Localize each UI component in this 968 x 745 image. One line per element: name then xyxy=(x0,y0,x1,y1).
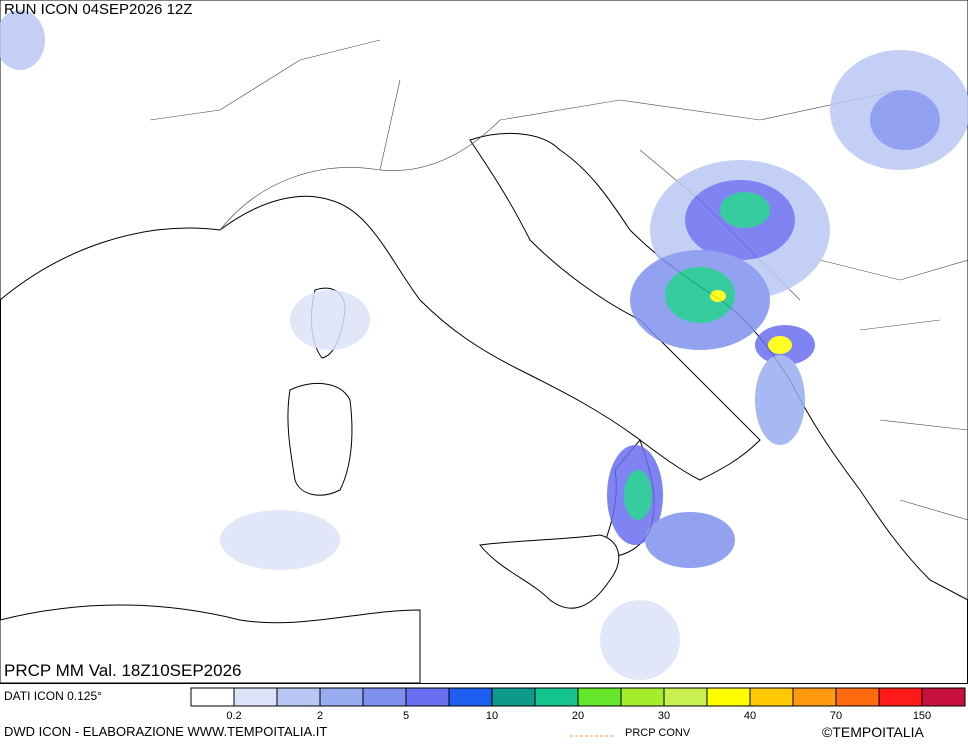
legend-label: 2 xyxy=(317,710,323,722)
legend-swatch xyxy=(792,687,837,707)
precipitation xyxy=(0,10,968,680)
sicily xyxy=(479,534,620,609)
legend-label: 70 xyxy=(830,710,842,722)
legend-swatch xyxy=(663,687,708,707)
legend-swatch xyxy=(878,687,923,707)
legend-swatch xyxy=(921,687,966,707)
legend-label: 20 xyxy=(572,710,584,722)
model-label: DATI ICON 0.125° xyxy=(4,689,102,703)
legend-swatch xyxy=(276,687,321,707)
legend-label: 0.2 xyxy=(226,710,241,722)
legend-label: 150 xyxy=(913,710,931,722)
legend-swatch xyxy=(190,687,235,707)
legend-swatch xyxy=(491,687,536,707)
brand: ©TEMPOITALIA xyxy=(822,724,925,740)
color-legend: 0.2 2 5 10 20 30 40 70 150 xyxy=(190,687,966,722)
legend-swatch xyxy=(534,687,579,707)
map-label: PRCP MM Val. 18Z10SEP2026 xyxy=(4,661,242,680)
legend-swatch xyxy=(448,687,493,707)
legend-swatch xyxy=(577,687,622,707)
legend-label: 10 xyxy=(486,710,498,722)
legend-swatch xyxy=(233,687,278,707)
legend-swatch xyxy=(706,687,751,707)
legend-swatch xyxy=(362,687,407,707)
legend-label: 30 xyxy=(658,710,670,722)
legend-swatch xyxy=(319,687,364,707)
conv-label: PRCP CONV xyxy=(625,727,691,739)
legend-swatch xyxy=(749,687,794,707)
run-label: RUN ICON 04SEP2026 12Z xyxy=(4,1,192,18)
credit: DWD ICON - ELABORAZIONE WWW.TEMPOITALIA.… xyxy=(4,724,327,739)
land xyxy=(0,0,968,684)
africa xyxy=(0,604,421,684)
legend-swatch xyxy=(835,687,880,707)
legend-swatch xyxy=(405,687,450,707)
sardinia xyxy=(287,382,353,496)
legend-label: 40 xyxy=(744,710,756,722)
legend-swatch xyxy=(620,687,665,707)
legend-label: 5 xyxy=(403,710,409,722)
